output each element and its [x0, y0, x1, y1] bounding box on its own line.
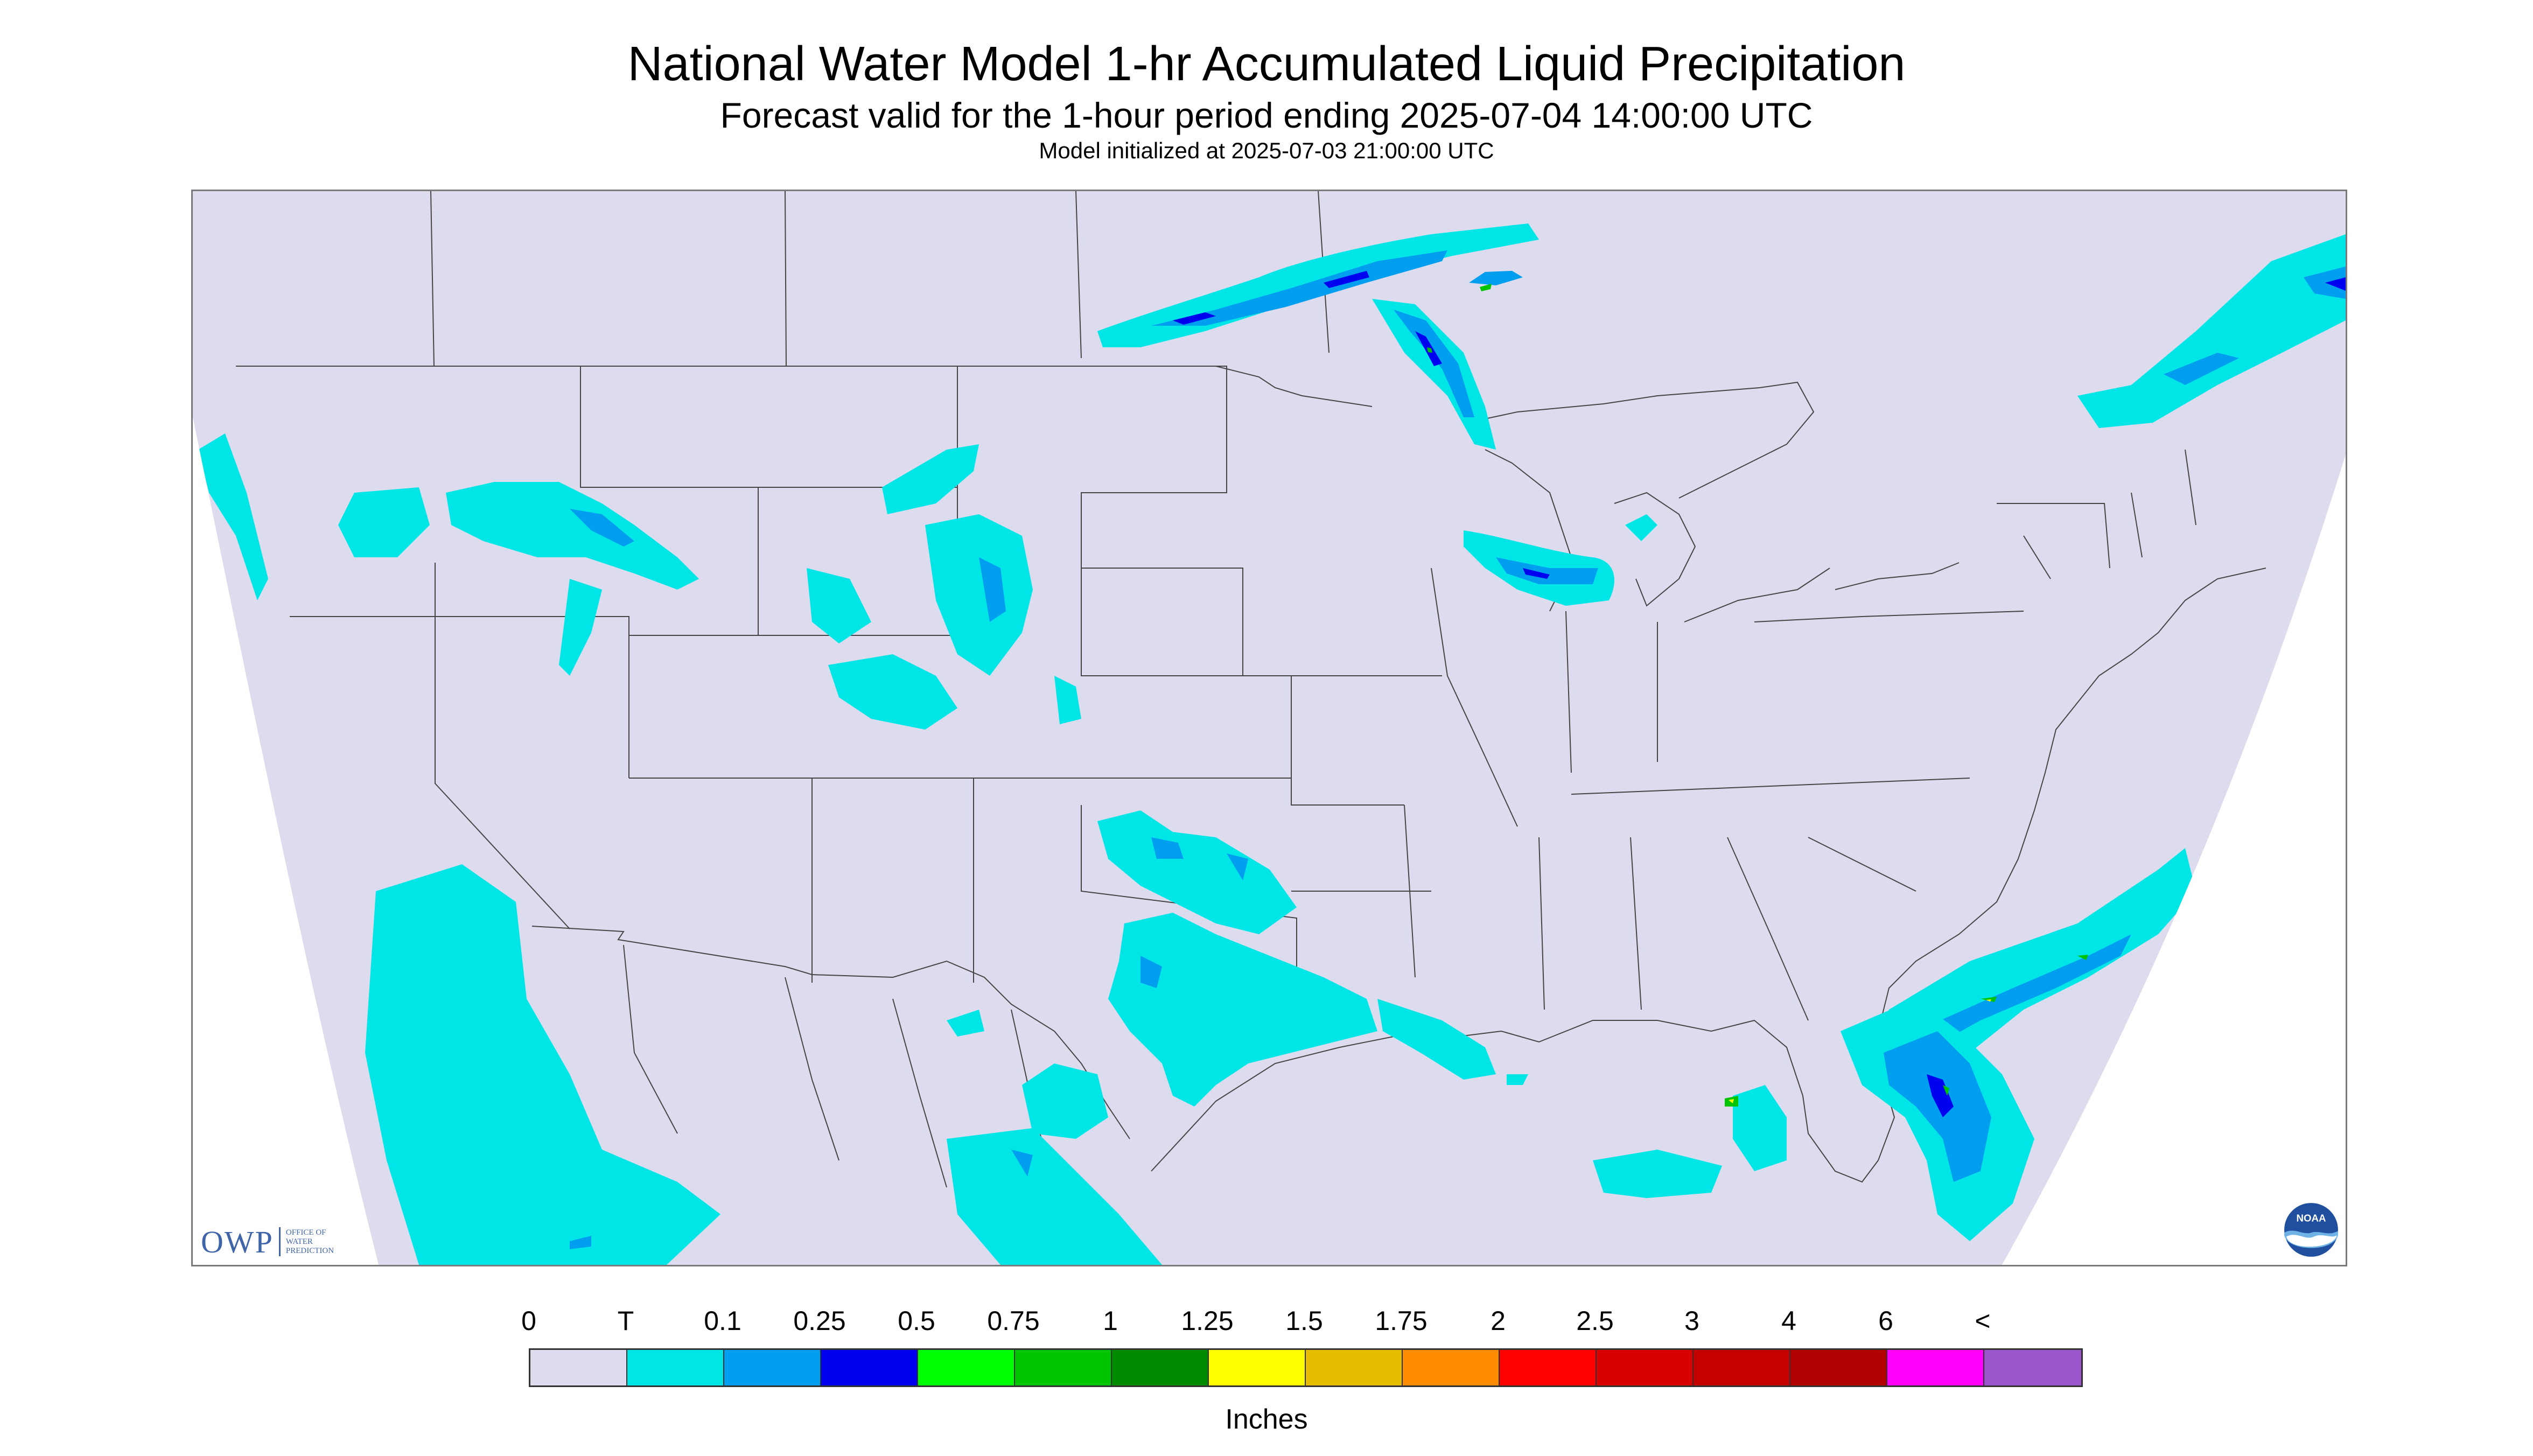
legend-swatch [1112, 1350, 1209, 1385]
legend-swatch [724, 1350, 821, 1385]
legend-swatch [1209, 1350, 1306, 1385]
model-init-line: Model initialized at 2025-07-03 21:00:00… [1039, 138, 1494, 163]
owp-logo: OWP Office of Water Prediction [201, 1224, 345, 1259]
legend-tick-labels: 0 T 0.1 0.25 0.5 0.75 1 1.25 1.5 1.75 2 2.5 3 4 6 < [0, 1305, 2533, 1338]
owp-logo-divider [278, 1227, 281, 1256]
legend-swatch [918, 1350, 1015, 1385]
legend-tick-label: 6 [1878, 1306, 1893, 1336]
legend-tick-label: 0.25 [793, 1306, 846, 1336]
precip-lake-superior-streak [1372, 299, 1496, 450]
precip-northwest [198, 433, 699, 676]
precip-northeast-canada [2077, 234, 2346, 428]
legend-swatch [821, 1350, 918, 1385]
map-domain [193, 191, 2346, 1265]
precip-mexico-west [365, 864, 1162, 1265]
precipitation-areas [198, 223, 2346, 1265]
legend-tick-label: T [617, 1306, 634, 1336]
noaa-logo-text: NOAA [2296, 1212, 2326, 1223]
state-lines-east [1431, 568, 2024, 1021]
outside-domain-right [2002, 455, 2346, 1265]
legend-swatch [530, 1350, 627, 1385]
legend-swatch [1306, 1350, 1403, 1385]
precip-texas [1097, 810, 1528, 1107]
precip-southeast [1593, 848, 2196, 1255]
canada-province-lines [430, 191, 1330, 367]
legend-tick-label: 0.5 [898, 1306, 935, 1336]
great-lakes [1479, 381, 1960, 622]
precip-canada-band [1097, 223, 1539, 347]
legend-swatch [627, 1350, 724, 1385]
mexico-lines [623, 944, 1055, 1188]
legend-tick-label: 0 [521, 1306, 536, 1336]
owp-logo-name: Office of Water Prediction [285, 1228, 334, 1255]
precip-rockies-plains [807, 444, 1081, 730]
legend-swatch [1015, 1350, 1112, 1385]
legend-tick-label: 1 [1103, 1306, 1118, 1336]
legend-tick-label: 1.75 [1375, 1306, 1428, 1336]
legend-tick-label: 4 [1781, 1306, 1796, 1336]
chart-title: National Water Model 1-hr Accumulated Li… [627, 37, 1906, 91]
precipitation-map [191, 190, 2347, 1266]
gulf-coast [1151, 1019, 1879, 1183]
legend-swatch [1887, 1350, 1984, 1385]
legend-tick-label: 2 [1491, 1306, 1506, 1336]
legend-units-label: Inches [1225, 1404, 1308, 1435]
legend-swatch [1790, 1350, 1887, 1385]
legend-tick-label: 1.25 [1181, 1306, 1234, 1336]
legend-swatch [1403, 1350, 1500, 1385]
legend-tick-label: 1.5 [1285, 1306, 1323, 1336]
noaa-logo: NOAA [2284, 1203, 2338, 1257]
forecast-valid-subtitle: Forecast valid for the 1-hour period end… [720, 95, 1813, 135]
precip-lake-michigan [1464, 514, 1657, 606]
northeast-lines [1997, 449, 2196, 579]
legend-swatch [1984, 1350, 2081, 1385]
legend-tick-label: 0.1 [704, 1306, 741, 1336]
legend-swatch [1597, 1350, 1694, 1385]
legend-swatch [1694, 1350, 1790, 1385]
legend-color-bar [529, 1348, 2083, 1387]
legend-tick-label: 2.5 [1576, 1306, 1614, 1336]
legend-swatch [1500, 1350, 1597, 1385]
legend-tick-label: 0.75 [987, 1306, 1040, 1336]
us-mexico-border [531, 926, 1130, 1139]
legend-tick-label: < [1975, 1306, 1991, 1336]
legend-tick-label: 3 [1684, 1306, 1699, 1336]
owp-logo-abbr: OWP [201, 1224, 274, 1259]
outside-domain-left [193, 417, 379, 1265]
